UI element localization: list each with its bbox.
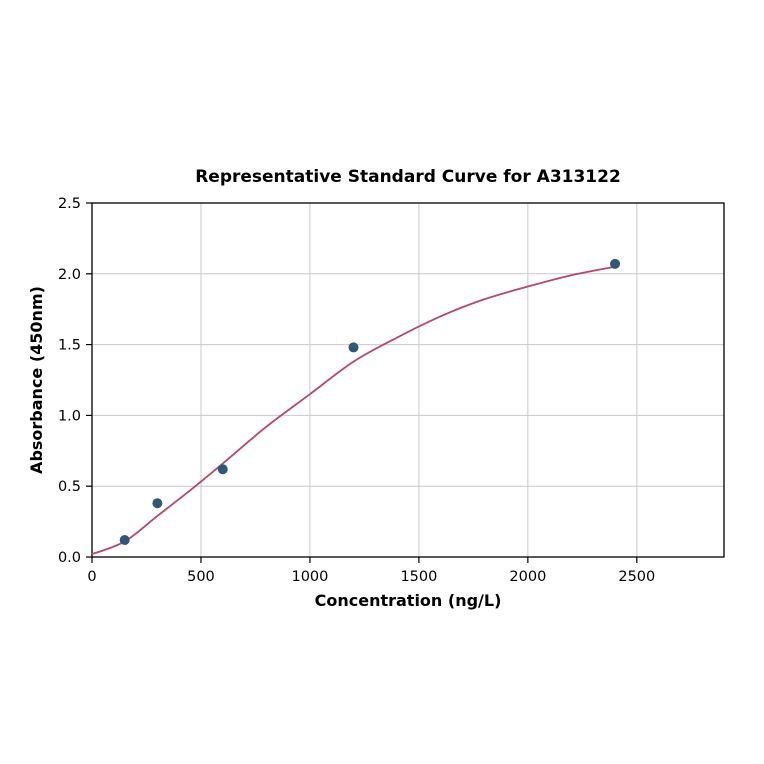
tick-labels: 0 500 1000 1500 2000 2500 0.0 0.5 1.0 1.5 2.0 2.5 <box>58 196 655 585</box>
y-axis-label: Absorbance (450nm) <box>27 286 46 474</box>
y-tick-label: 1.5 <box>58 338 81 354</box>
x-tick-label: 0 <box>87 569 96 585</box>
y-tick-label: 2.0 <box>58 267 81 283</box>
chart-title: Representative Standard Curve for A31312… <box>195 167 621 187</box>
data-points <box>119 258 621 546</box>
tick-marks <box>86 202 638 563</box>
data-point <box>152 498 163 509</box>
x-tick-label: 1500 <box>400 569 437 585</box>
x-tick-label: 2500 <box>618 569 655 585</box>
data-point <box>610 258 621 269</box>
x-tick-label: 500 <box>187 569 215 585</box>
y-tick-label: 0.5 <box>58 479 81 495</box>
x-tick-label: 2000 <box>509 569 546 585</box>
y-tick-label: 2.5 <box>58 196 81 212</box>
data-point <box>348 342 359 353</box>
gridlines <box>91 202 724 558</box>
y-tick-label: 0.0 <box>58 550 81 566</box>
fit-curve-path <box>91 265 616 556</box>
data-point <box>217 464 228 475</box>
y-tick-label: 1.0 <box>58 408 81 424</box>
fit-curve <box>91 265 616 556</box>
data-point <box>119 535 130 546</box>
x-tick-label: 1000 <box>291 569 328 585</box>
x-axis-label: Concentration (ng/L) <box>315 591 502 610</box>
plot-border <box>91 202 725 558</box>
